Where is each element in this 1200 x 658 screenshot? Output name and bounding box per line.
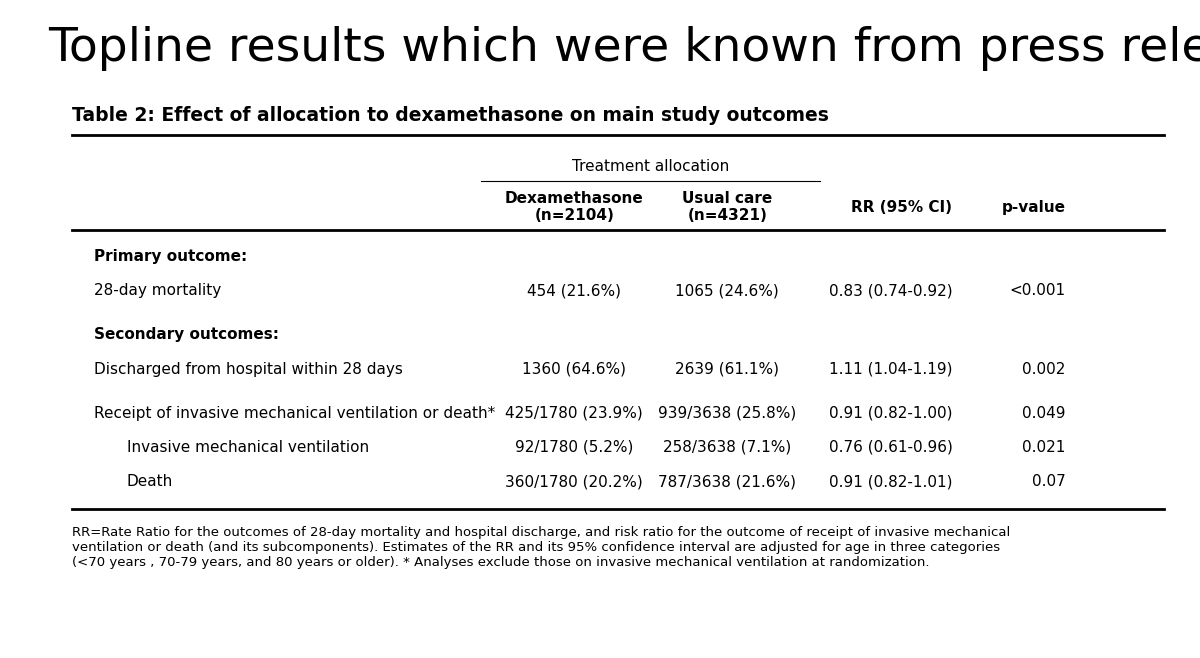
Text: 1065 (24.6%): 1065 (24.6%) [676,284,779,298]
Text: 2639 (61.1%): 2639 (61.1%) [676,362,779,376]
Text: p-value: p-value [1002,200,1066,215]
Text: Dexamethasone
(n=2104): Dexamethasone (n=2104) [505,191,643,224]
Text: 1.11 (1.04-1.19): 1.11 (1.04-1.19) [829,362,953,376]
Text: 0.91 (0.82-1.01): 0.91 (0.82-1.01) [829,474,953,489]
Text: 0.002: 0.002 [1022,362,1066,376]
Text: 0.049: 0.049 [1022,406,1066,420]
Text: Invasive mechanical ventilation: Invasive mechanical ventilation [127,440,368,455]
Text: Discharged from hospital within 28 days: Discharged from hospital within 28 days [94,362,403,376]
Text: RR=Rate Ratio for the outcomes of 28-day mortality and hospital discharge, and r: RR=Rate Ratio for the outcomes of 28-day… [72,526,1010,569]
Text: 0.91 (0.82-1.00): 0.91 (0.82-1.00) [829,406,953,420]
Text: Death: Death [127,474,173,489]
Text: Primary outcome:: Primary outcome: [94,249,247,264]
Text: <0.001: <0.001 [1009,284,1066,298]
Text: 0.83 (0.74-0.92): 0.83 (0.74-0.92) [829,284,953,298]
Text: Usual care
(n=4321): Usual care (n=4321) [682,191,773,224]
Text: 939/3638 (25.8%): 939/3638 (25.8%) [658,406,797,420]
Text: 0.021: 0.021 [1022,440,1066,455]
Text: Treatment allocation: Treatment allocation [572,159,730,174]
Text: RR (95% CI): RR (95% CI) [852,200,953,215]
Text: 0.76 (0.61-0.96): 0.76 (0.61-0.96) [829,440,953,455]
Text: 787/3638 (21.6%): 787/3638 (21.6%) [658,474,796,489]
Text: Receipt of invasive mechanical ventilation or death*: Receipt of invasive mechanical ventilati… [94,406,496,420]
Text: 1360 (64.6%): 1360 (64.6%) [522,362,626,376]
Text: 425/1780 (23.9%): 425/1780 (23.9%) [505,406,643,420]
Text: Table 2: Effect of allocation to dexamethasone on main study outcomes: Table 2: Effect of allocation to dexamet… [72,106,829,125]
Text: Topline results which were known from press release: Topline results which were known from pr… [48,26,1200,71]
Text: 28-day mortality: 28-day mortality [94,284,221,298]
Text: 258/3638 (7.1%): 258/3638 (7.1%) [664,440,791,455]
Text: 454 (21.6%): 454 (21.6%) [527,284,622,298]
Text: 92/1780 (5.2%): 92/1780 (5.2%) [515,440,634,455]
Text: Secondary outcomes:: Secondary outcomes: [94,328,278,342]
Text: 360/1780 (20.2%): 360/1780 (20.2%) [505,474,643,489]
Text: 0.07: 0.07 [1032,474,1066,489]
